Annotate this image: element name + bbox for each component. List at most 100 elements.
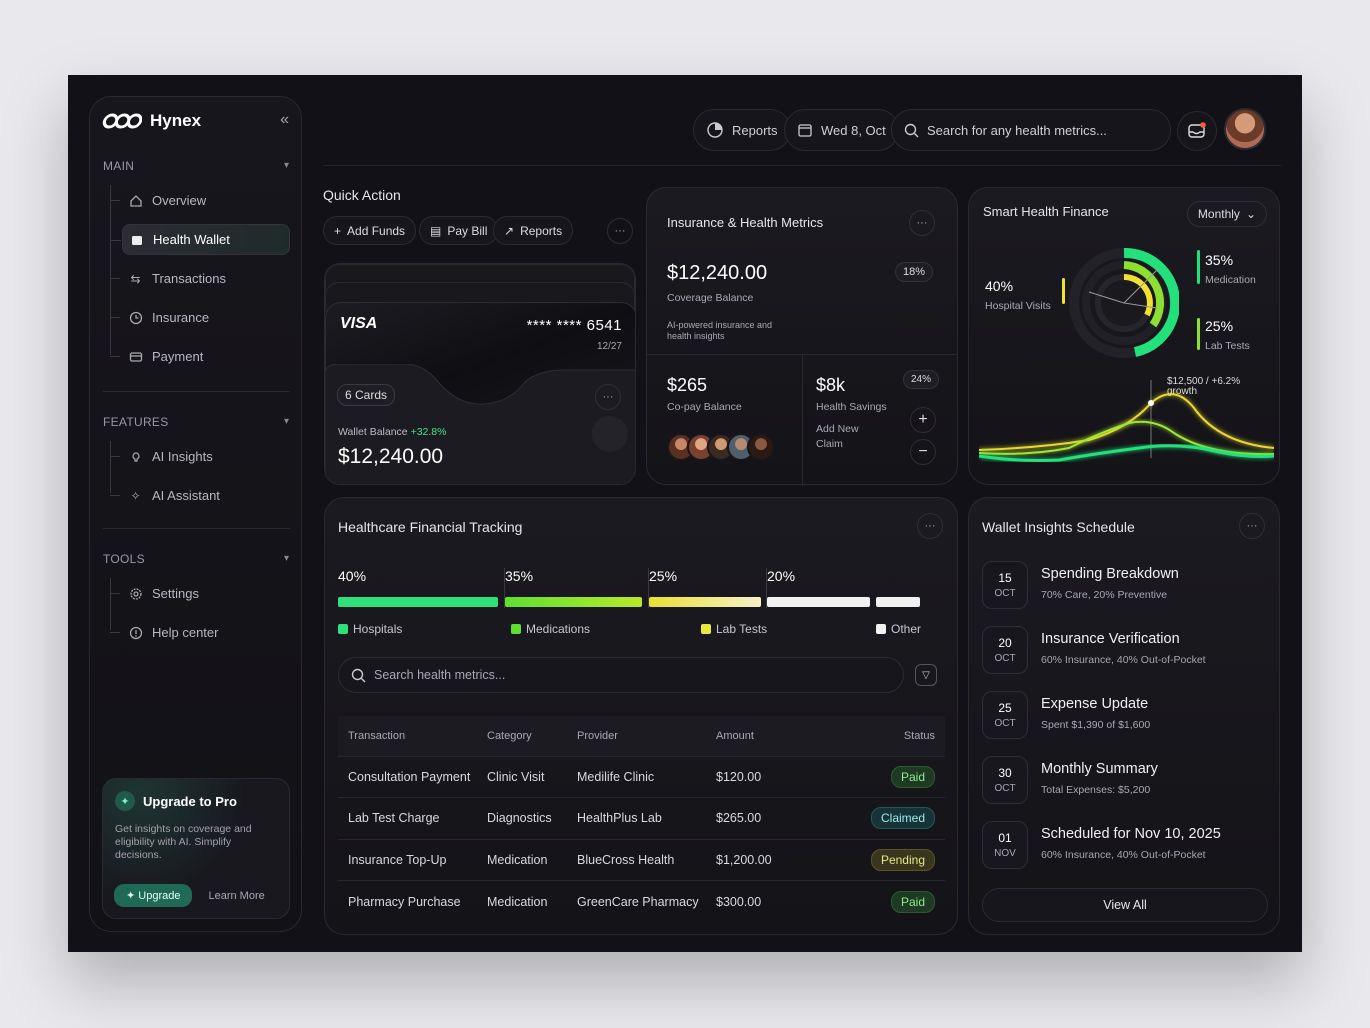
column-header[interactable]: Provider (577, 729, 618, 742)
transactions-table: Transaction Category Provider Amount Sta… (338, 716, 945, 922)
column-header[interactable]: Category (487, 729, 532, 742)
cell-amount: $120.00 (706, 755, 856, 798)
wallet-insights-schedule-card: Wallet Insights Schedule ··· 15 OCT Spend… (968, 497, 1280, 935)
growth-wave-chart (979, 380, 1274, 462)
cell-provider: GreenCare Pharmacy (567, 880, 706, 922)
copay-label: Co-pay Balance (667, 401, 742, 413)
schedule-item[interactable]: 15 OCT Spending Breakdown 70% Care, 20% P… (982, 561, 1262, 609)
chevron-down-icon[interactable]: ▾ (283, 553, 289, 564)
date-box: 15 OCT (982, 561, 1028, 609)
lab-label: Lab Tests (1205, 340, 1250, 352)
more-icon[interactable]: ··· (909, 210, 935, 236)
sidebar-item-help-center[interactable]: Help center (110, 617, 290, 648)
upgrade-button[interactable]: ✦ Upgrade (114, 884, 193, 907)
brand[interactable]: Hynex (102, 111, 201, 131)
chevron-down-icon[interactable]: ▾ (283, 160, 289, 171)
date-day: 20 (998, 636, 1012, 650)
date-day: 15 (998, 571, 1012, 585)
schedule-title: Spending Breakdown (1041, 566, 1179, 582)
wallet-card-stack: VISA **** **** 6541 12/27 6 Cards ··· Wa… (324, 263, 636, 485)
sidebar-item-overview[interactable]: Overview (110, 185, 290, 216)
legend-lab-tests: Lab Tests (701, 622, 767, 636)
reports-quick-button[interactable]: ↗ Reports (493, 216, 574, 245)
more-icon[interactable]: ··· (917, 513, 943, 539)
more-icon[interactable]: ··· (607, 218, 633, 244)
sidebar-item-settings[interactable]: Settings (110, 578, 290, 609)
avatar (747, 433, 775, 461)
table-row[interactable]: Lab Test Charge Diagnostics HealthPlus L… (338, 797, 945, 839)
schedule-item[interactable]: 20 OCT Insurance Verification 60% Insuran… (982, 626, 1262, 674)
upgrade-button-label: Upgrade (138, 890, 181, 902)
column-header[interactable]: Amount (716, 729, 754, 742)
table-row[interactable]: Pharmacy Purchase Medication GreenCare P… (338, 880, 945, 922)
add-funds-button[interactable]: + Add Funds (323, 216, 417, 245)
schedule-subtitle: Total Expenses: $5,200 (1041, 784, 1151, 796)
cell-category: Clinic Visit (477, 755, 567, 798)
pay-bill-button[interactable]: ▤ Pay Bill (419, 216, 499, 245)
date-picker[interactable]: Wed 8, Oct (784, 109, 899, 151)
table-row[interactable]: Insurance Top-Up Medication BlueCross He… (338, 838, 945, 881)
legend-label: Hospitals (353, 622, 403, 636)
legend-medications: Medications (511, 622, 590, 636)
inbox-button[interactable] (1177, 111, 1217, 151)
reports-label: Reports (732, 122, 778, 138)
collapse-sidebar-icon[interactable]: « (280, 111, 289, 128)
cell-provider: HealthPlus Lab (567, 797, 706, 839)
info-icon (128, 625, 143, 640)
upgrade-description: Get insights on coverage and eligibility… (115, 823, 252, 861)
divider (504, 568, 505, 608)
section-features-title: FEATURES (103, 415, 169, 429)
sidebar: Hynex « MAIN ▾ Overview Health Wallet ⇆ … (89, 96, 302, 932)
sidebar-item-insurance[interactable]: Insurance (110, 302, 290, 333)
schedule-subtitle: 70% Care, 20% Preventive (1041, 589, 1168, 601)
sidebar-item-label: Transactions (152, 271, 226, 286)
legend-swatch (701, 624, 711, 634)
card-icon (128, 349, 143, 364)
visa-logo: VISA (340, 315, 378, 332)
add-claim-plus-icon[interactable]: + (910, 407, 936, 433)
search-input[interactable]: Search for any health metrics... (891, 109, 1171, 151)
sidebar-item-ai-assistant[interactable]: ✧ AI Assistant (110, 480, 290, 511)
view-all-button[interactable]: View All (982, 888, 1268, 922)
schedule-title: Expense Update (1041, 696, 1149, 712)
avatar-group[interactable] (667, 433, 775, 461)
status-badge: Paid (890, 890, 935, 913)
avatar[interactable] (1224, 108, 1266, 150)
sidebar-item-payment[interactable]: Payment (110, 341, 290, 372)
add-funds-label: Add Funds (347, 223, 406, 238)
sidebar-item-transactions[interactable]: ⇆ Transactions (110, 263, 290, 294)
sidebar-item-health-wallet[interactable]: Health Wallet (111, 224, 290, 255)
filter-icon[interactable]: ▽ (915, 664, 937, 686)
hospital-percent: 40% (985, 278, 1014, 294)
minus-icon[interactable]: − (910, 439, 936, 465)
plus-icon: + (334, 223, 342, 238)
column-header[interactable]: Status (903, 729, 935, 742)
bill-icon: ▤ (430, 223, 442, 238)
card-title: Wallet Insights Schedule (982, 519, 1135, 535)
chevron-down-icon: ⌄ (1245, 207, 1256, 221)
date-month: OCT (994, 783, 1016, 794)
health-search-input[interactable]: Search health metrics... (338, 657, 904, 693)
learn-more-link[interactable]: Learn More (208, 889, 265, 902)
legend-swatch (511, 624, 521, 634)
table-row[interactable]: Consultation Payment Clinic Visit Medili… (338, 755, 945, 798)
date-month: OCT (994, 718, 1016, 729)
nav-main: Overview Health Wallet ⇆ Transactions In… (110, 185, 290, 380)
schedule-item[interactable]: 01 NOV Scheduled for Nov 10, 2025 60% Ins… (982, 821, 1262, 869)
period-dropdown[interactable]: Monthly ⌄ (1186, 201, 1267, 227)
legend-hospitals: Hospitals (338, 622, 402, 636)
sidebar-item-ai-insights[interactable]: AI Insights (110, 441, 290, 472)
date-box: 01 NOV (982, 821, 1028, 869)
more-icon[interactable]: ··· (595, 384, 621, 410)
calendar-icon (798, 124, 812, 137)
cards-count-badge[interactable]: 6 Cards (337, 384, 396, 406)
schedule-item[interactable]: 30 OCT Monthly Summary Total Expenses: $5… (982, 756, 1262, 804)
reports-button[interactable]: Reports (693, 109, 791, 151)
bulb-icon (128, 449, 143, 464)
schedule-item[interactable]: 25 OCT Expense Update Spent $1,390 of $1,… (982, 691, 1262, 739)
more-icon[interactable]: ··· (1239, 513, 1265, 539)
arrow-up-right-icon: ↗ (504, 223, 515, 238)
chevron-down-icon[interactable]: ▾ (283, 416, 289, 427)
date-month: OCT (994, 588, 1016, 599)
column-header[interactable]: Transaction (348, 729, 406, 742)
